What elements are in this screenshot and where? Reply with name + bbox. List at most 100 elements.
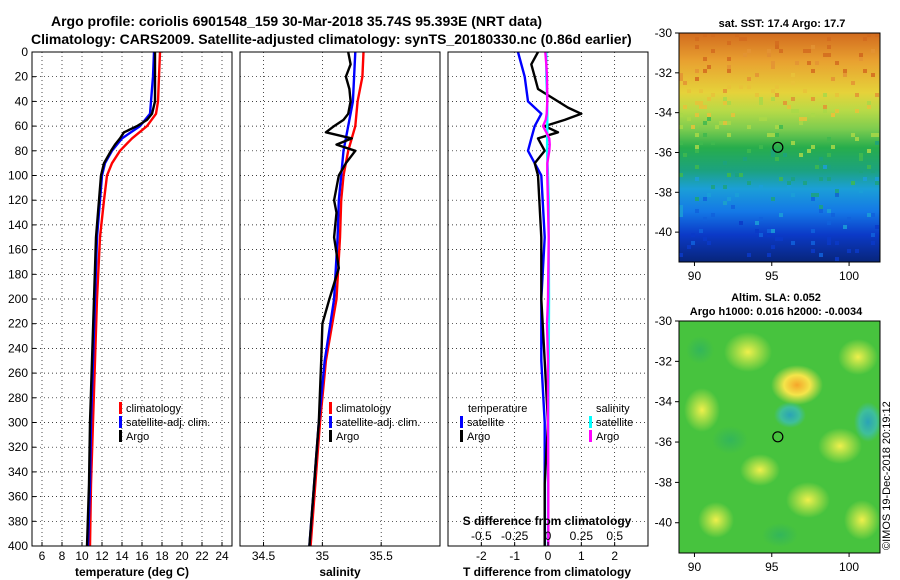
lat-tick-label: -40 [655, 516, 673, 530]
sst-pixel [771, 197, 775, 201]
sst-pixel [679, 209, 683, 213]
sst-pixel [699, 105, 703, 109]
sst-pixel [739, 173, 743, 177]
legend-swatch-climatology [329, 402, 332, 414]
sst-pixel [871, 213, 875, 217]
sst-pixel [783, 153, 787, 157]
legend-salinity-title: salinity [596, 403, 630, 415]
lon-tick-label: 95 [765, 269, 779, 283]
sst-pixel [775, 237, 779, 241]
x-tick-label: 18 [155, 549, 169, 563]
sst-pixel [851, 133, 855, 137]
credit-text: ©IMOS 19-Dec-2018 20:19:12 [881, 401, 893, 550]
sst-pixel [871, 73, 875, 77]
lat-tick-label: -30 [655, 26, 673, 40]
legend-label-satellite-adj: satellite-adj. clim. [126, 417, 210, 429]
sst-pixel [819, 157, 823, 161]
sst-pixel [811, 69, 815, 73]
y-tick-label: 260 [8, 366, 28, 380]
sst-pixel [759, 117, 763, 121]
sst-pixel [703, 69, 707, 73]
sst-pixel [811, 97, 815, 101]
sst-pixel [803, 89, 807, 93]
sst-pixel [823, 165, 827, 169]
sst-pixel [771, 153, 775, 157]
sst-pixel [851, 81, 855, 85]
sst-pixel [727, 65, 731, 69]
sst-pixel [827, 165, 831, 169]
sst-pixel [687, 245, 691, 249]
sla-blob [854, 402, 882, 442]
sst-pixel-noise [679, 33, 879, 261]
y-tick-label: 380 [8, 514, 28, 528]
sst-pixel [827, 209, 831, 213]
legend-label-t-argo: Argo [467, 431, 490, 443]
sst-map: sat. SST: 17.4 Argo: 17.7 -30-32-34-36-3… [655, 18, 881, 283]
temperature-panel: 6 8 10 12 14 16 18 20 22 24 0 20 40 60 80 100 120 140 160… [8, 45, 233, 579]
sst-pixel [835, 189, 839, 193]
t-difference-label: T difference from climatology [463, 565, 631, 579]
sst-pixel [871, 49, 875, 53]
y-tick-label: 100 [8, 169, 28, 183]
sst-pixel [811, 197, 815, 201]
sla-blob [698, 502, 734, 538]
sst-pixel [695, 113, 699, 117]
sst-pixel [775, 45, 779, 49]
sst-pixel [779, 49, 783, 53]
title-line-1: Argo profile: coriolis 6901548_159 30-Ma… [51, 13, 542, 29]
sst-pixel [707, 65, 711, 69]
sst-pixel [843, 73, 847, 77]
sst-pixel [707, 193, 711, 197]
sst-pixel [827, 241, 831, 245]
sst-pixel [759, 233, 763, 237]
sst-pixel [803, 181, 807, 185]
sst-pixel [843, 225, 847, 229]
y-tick-label: 80 [15, 144, 29, 158]
y-tick-label: 180 [8, 267, 28, 281]
sla-blob [818, 428, 862, 464]
sst-pixel [787, 185, 791, 189]
sst-pixel [871, 241, 875, 245]
sst-pixel [695, 69, 699, 73]
x-tick-label: 2 [611, 549, 618, 563]
sst-pixel [743, 53, 747, 57]
sst-pixel [723, 161, 727, 165]
series-line-salinity-argo [541, 52, 551, 546]
sst-pixel [835, 257, 839, 261]
difference-lines [516, 52, 583, 546]
sla-lat-ticks: -30 -32 -34 -36 -38 -40 [655, 314, 679, 530]
x-tick-label: 35 [316, 549, 330, 563]
sst-pixel [679, 73, 683, 77]
sst-pixel [687, 89, 691, 93]
sst-pixel [835, 193, 839, 197]
sst-pixel [831, 213, 835, 217]
y-tick-label: 140 [8, 218, 28, 232]
sst-pixel [711, 93, 715, 97]
x-tick-label: 12 [95, 549, 109, 563]
sst-pixel [775, 125, 779, 129]
s-diff-tick-label: 0.5 [606, 529, 623, 543]
sst-pixel [759, 145, 763, 149]
sst-pixel [679, 141, 683, 145]
sst-pixel [811, 241, 815, 245]
sst-pixel [711, 185, 715, 189]
sst-pixel [767, 49, 771, 53]
sst-pixel [847, 217, 851, 221]
sst-pixel [823, 105, 827, 109]
y-tick-label: 240 [8, 341, 28, 355]
sst-pixel [875, 225, 879, 229]
sst-pixel [727, 41, 731, 45]
sst-pixel [831, 113, 835, 117]
sst-pixel [743, 37, 747, 41]
sst-pixel [795, 61, 799, 65]
sst-pixel [747, 149, 751, 153]
sst-pixel [771, 133, 775, 137]
sst-pixel [775, 85, 779, 89]
sst-pixel [731, 205, 735, 209]
sst-pixel [811, 193, 815, 197]
lat-tick-label: -30 [655, 314, 673, 328]
sst-pixel [867, 101, 871, 105]
sst-pixel [727, 101, 731, 105]
sst-pixel [767, 253, 771, 257]
x-tick-label: 6 [39, 549, 46, 563]
